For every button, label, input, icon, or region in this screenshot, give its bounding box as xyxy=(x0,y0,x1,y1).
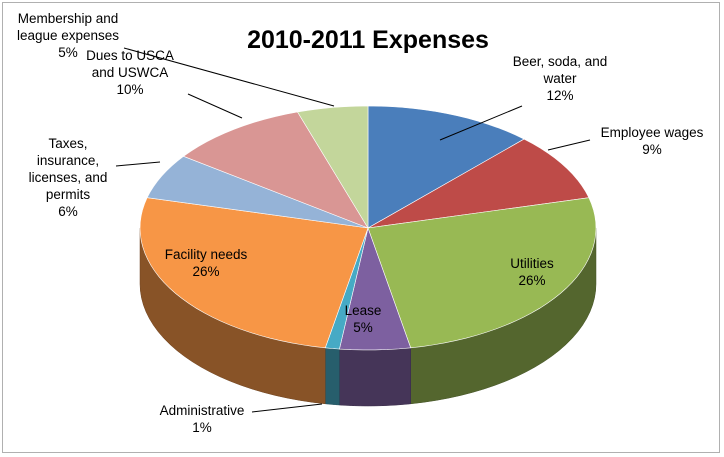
pie-slice-2 xyxy=(367,197,597,349)
leader-line-1 xyxy=(547,139,591,151)
slice-label-8: Membership and league expenses 5% xyxy=(17,11,119,60)
pie-slice-1 xyxy=(367,138,590,229)
pie-sides xyxy=(139,227,597,407)
pie-slice-5 xyxy=(139,197,369,349)
slice-labels: Beer, soda, and water 12% Employee wages 9% U… xyxy=(17,11,704,435)
pie-slice-8 xyxy=(297,105,369,230)
slice-label-5: Facility needs 26% xyxy=(165,247,248,279)
slice-label-7: Dues to USCA and USWCA 10% xyxy=(86,48,174,97)
slice-side-4 xyxy=(325,347,340,406)
leader-line-7 xyxy=(187,93,243,119)
slice-label-1: Employee wages 9% xyxy=(601,125,704,157)
slice-label-6: Taxes, insurance, licenses, and permits 6% xyxy=(29,136,108,219)
leader-line-6 xyxy=(115,161,161,167)
pie-slice-3 xyxy=(339,226,412,351)
pie-slice-0 xyxy=(367,105,525,229)
pie-slice-7 xyxy=(182,111,369,229)
pie-slices xyxy=(139,105,597,351)
pie-slice-6 xyxy=(146,155,369,229)
slice-side-3 xyxy=(339,347,411,407)
slice-label-2: Utilities 26% xyxy=(510,256,554,288)
slice-label-0: Beer, soda, and water 12% xyxy=(513,54,608,103)
leader-line-0 xyxy=(439,105,523,141)
slice-label-4: Administrative 1% xyxy=(160,403,245,435)
leader-line-4 xyxy=(251,403,323,413)
chart-title: 2010-2011 Expenses xyxy=(247,26,489,54)
leader-line-8 xyxy=(123,47,335,107)
slice-label-3: Lease 5% xyxy=(345,303,382,335)
